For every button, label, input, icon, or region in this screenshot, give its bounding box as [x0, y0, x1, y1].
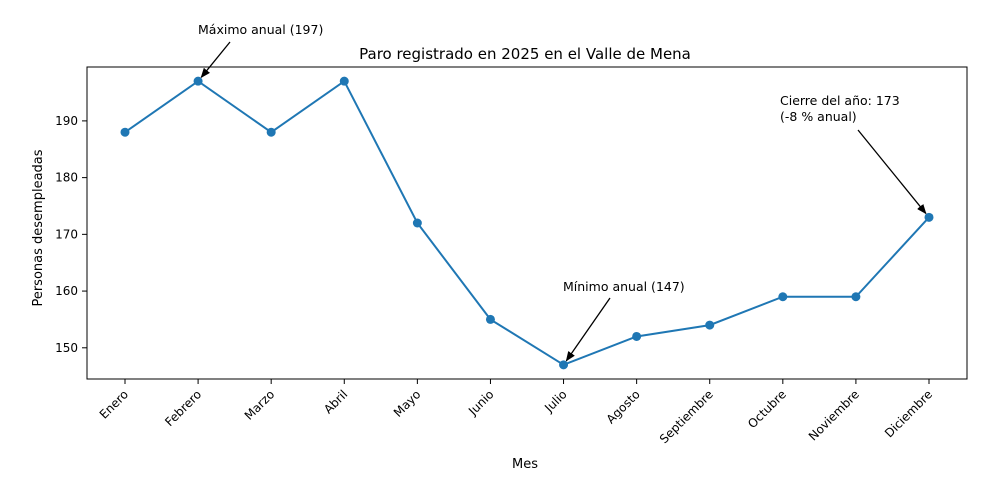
data-point: [778, 292, 788, 302]
y-axis: 150 160 170 180 190: [55, 114, 87, 355]
data-point: [705, 320, 715, 330]
data-point: [924, 212, 934, 222]
x-tick-label: Enero: [97, 387, 131, 421]
annotation-text: Mínimo anual (147): [563, 279, 685, 294]
annotation-text: Cierre del año: 173: [780, 93, 900, 108]
y-tick-label: 180: [55, 171, 78, 185]
series-line: [120, 76, 934, 370]
x-tick-label: Diciembre: [882, 387, 935, 440]
annotation-text: (-8 % anual): [780, 109, 857, 124]
x-tick-label: Mayo: [391, 387, 424, 420]
data-point: [266, 127, 276, 137]
annotation-arrow: [857, 129, 927, 215]
annotation-arrow: [200, 41, 231, 79]
data-point: [559, 360, 569, 370]
data-point: [193, 76, 203, 86]
data-point: [851, 292, 861, 302]
x-tick-label: Octubre: [745, 387, 789, 431]
y-tick-label: 170: [55, 227, 78, 241]
y-axis-label: Personas desempleadas: [31, 149, 46, 306]
y-tick-label: 190: [55, 114, 78, 128]
data-point: [485, 314, 495, 324]
data-point: [339, 76, 349, 86]
data-point: [120, 127, 130, 137]
x-axis: Enero Febrero Marzo Abril Mayo Junio Julio Agos…: [97, 379, 935, 446]
x-tick-label: Junio: [465, 387, 496, 418]
x-tick-label: Julio: [541, 387, 569, 415]
series-polyline: [124, 79, 930, 366]
y-tick-label: 150: [55, 341, 78, 355]
x-tick-label: Febrero: [162, 387, 204, 429]
x-tick-label: Septiembre: [657, 387, 716, 446]
x-tick-label: Marzo: [242, 387, 278, 423]
annotation-text: Máximo anual (197): [198, 22, 323, 37]
x-tick-label: Noviembre: [806, 387, 862, 443]
x-axis-label: Mes: [512, 457, 538, 472]
plot-area: [86, 66, 968, 380]
x-tick-label: Abril: [321, 387, 350, 416]
chart-title: Paro registrado en 2025 en el Valle de M…: [359, 45, 691, 63]
data-point: [632, 331, 642, 341]
y-tick-label: 160: [55, 284, 78, 298]
annotation-arrow: [565, 297, 611, 362]
annotations: Máximo anual (197) Mínimo anual (147) Cier…: [198, 22, 927, 362]
x-tick-label: Agosto: [604, 387, 643, 426]
data-point: [412, 218, 422, 228]
